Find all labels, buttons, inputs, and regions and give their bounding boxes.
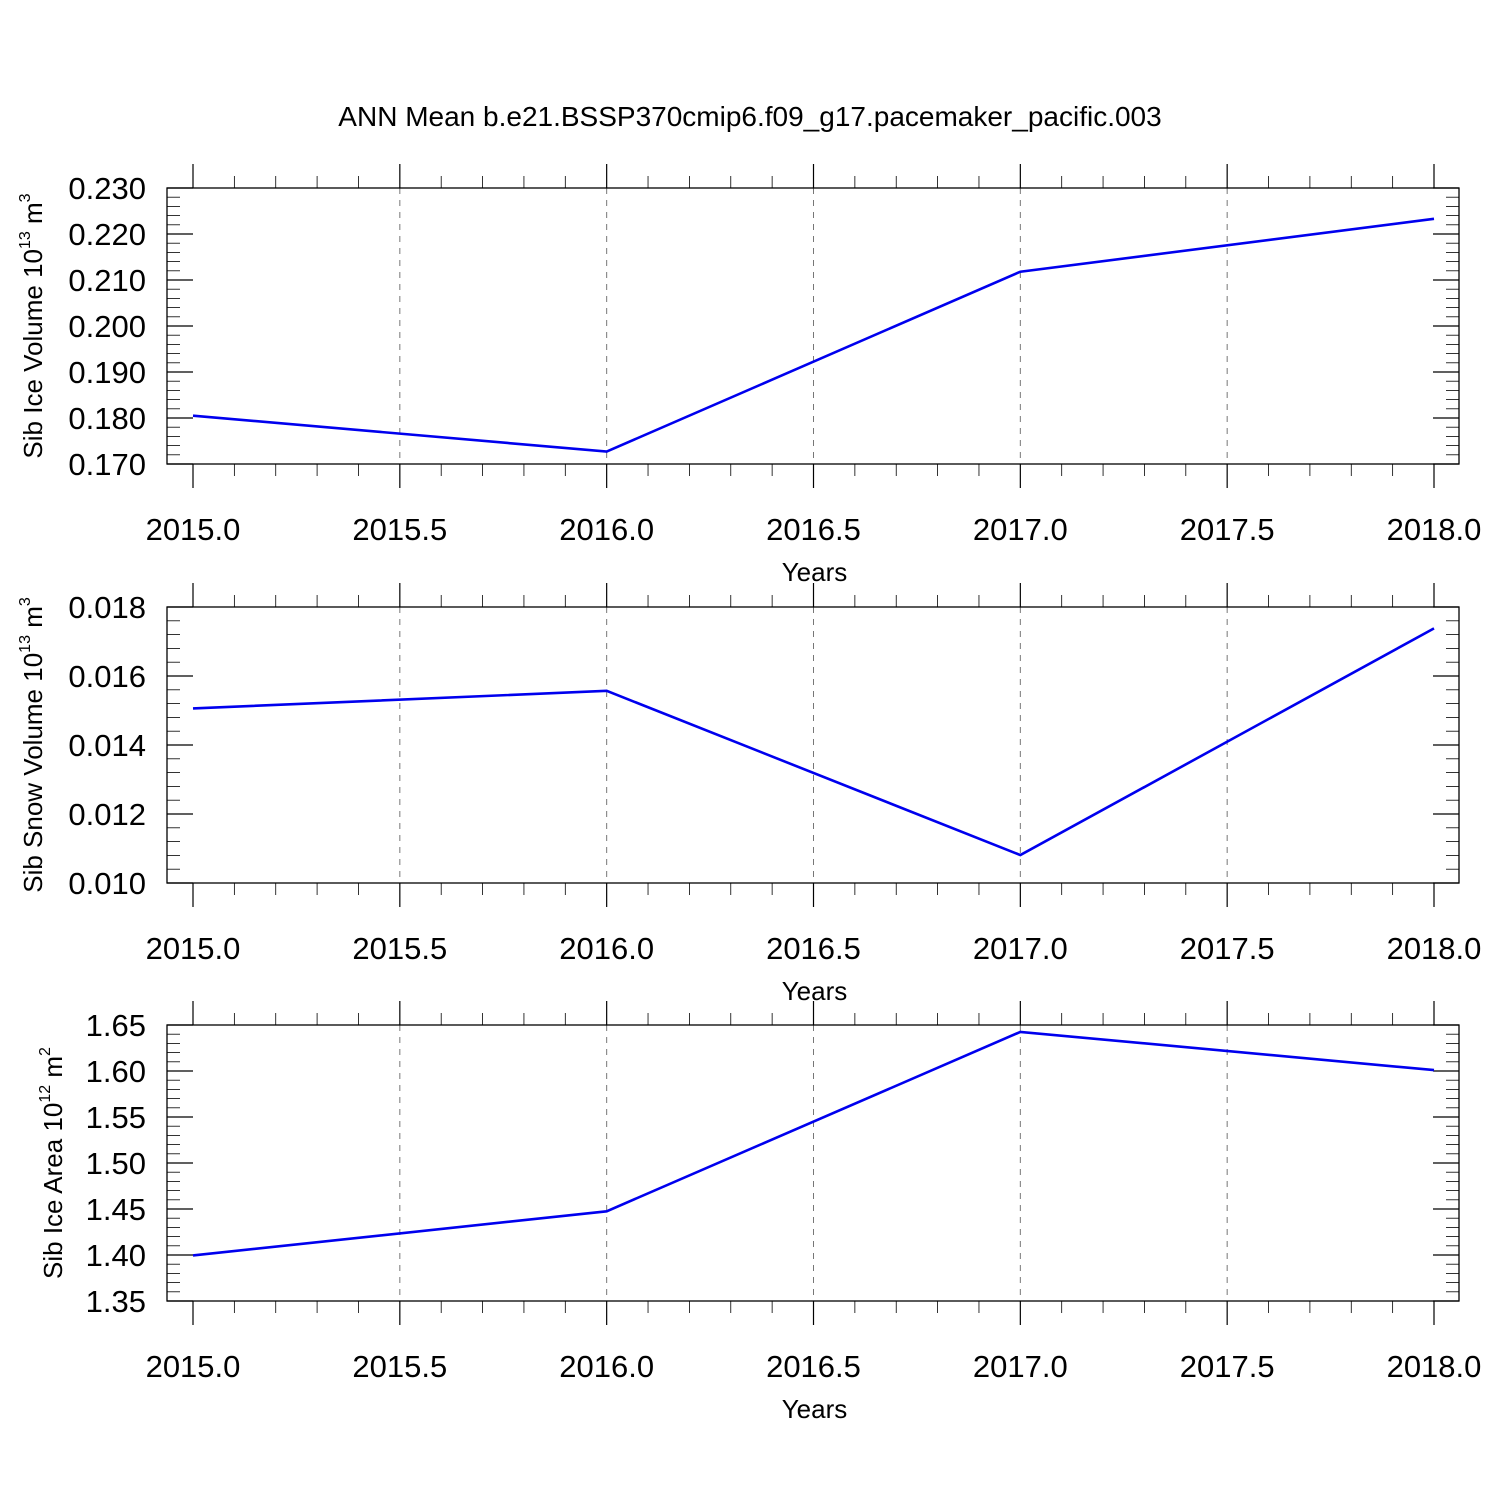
y-tick-label: 0.012 [68,797,146,832]
y-tick-label: 0.016 [68,659,146,694]
x-tick-label: 2016.0 [559,931,654,966]
x-tick-label: 2017.5 [1180,931,1275,966]
y-tick-label: 1.50 [86,1146,146,1181]
y-tick-label: 0.010 [68,866,146,901]
x-tick-label: 2015.5 [352,931,447,966]
x-tick-label: 2015.5 [352,1349,447,1384]
y-axis-title: Sib Snow Volume 1013 m3 [17,597,48,893]
x-tick-label: 2018.0 [1387,931,1482,966]
x-tick-label: 2018.0 [1387,512,1482,547]
figure-title: ANN Mean b.e21.BSSP370cmip6.f09_g17.pace… [338,101,1161,132]
x-tick-label: 2017.0 [973,512,1068,547]
y-tick-label: 0.014 [68,728,146,763]
y-tick-label: 0.170 [68,447,146,482]
y-tick-label: 0.180 [68,401,146,436]
x-tick-label: 2016.0 [559,1349,654,1384]
y-tick-label: 1.60 [86,1054,146,1089]
y-tick-label: 0.220 [68,217,146,252]
x-tick-label: 2015.5 [352,512,447,547]
y-axis-title: Sib Ice Area 1012 m2 [37,1047,68,1279]
series-line [192,1030,1435,1257]
x-tick-label: 2016.0 [559,512,654,547]
y-tick-label: 0.018 [68,590,146,625]
x-tick-label: 2015.0 [146,931,241,966]
x-tick-label: 2018.0 [1387,1349,1482,1384]
chart-panel-1: 2015.0 2015.5 2016.0 2016.5 2017.0 2017.5 2018… [17,164,1481,587]
y-tick-label: 1.40 [86,1238,146,1273]
x-tick-label: 2015.0 [146,1349,241,1384]
y-axis-title: Sib Ice Volume 1013 m3 [17,193,48,458]
y-tick-label: 0.230 [68,171,146,206]
y-tick-label: 1.35 [86,1284,146,1319]
x-tick-label: 2016.5 [766,512,861,547]
x-tick-label: 2017.0 [973,1349,1068,1384]
y-tick-label: 1.55 [86,1100,146,1135]
x-tick-label: 2016.5 [766,1349,861,1384]
x-tick-label: 2016.5 [766,931,861,966]
x-tick-label: 2017.5 [1180,1349,1275,1384]
chart-panel-3: 2015.0 2015.5 2016.0 2016.5 2017.0 2017.5 2018… [37,1001,1481,1424]
x-tick-label: 2017.5 [1180,512,1275,547]
chart-panel-2: 2015.0 2015.5 2016.0 2016.5 2017.0 2017.5 2018… [17,583,1481,1006]
x-axis-title: Years [782,1394,848,1424]
y-tick-label: 0.200 [68,309,146,344]
y-tick-label: 1.65 [86,1008,146,1043]
x-tick-label: 2015.0 [146,512,241,547]
series-line [192,217,1435,453]
y-tick-label: 0.190 [68,355,146,390]
x-axis-title: Years [782,976,848,1006]
x-tick-label: 2017.0 [973,931,1068,966]
x-axis-title: Years [782,557,848,587]
y-tick-label: 0.210 [68,263,146,298]
y-tick-label: 1.45 [86,1192,146,1227]
series-line [192,627,1435,857]
